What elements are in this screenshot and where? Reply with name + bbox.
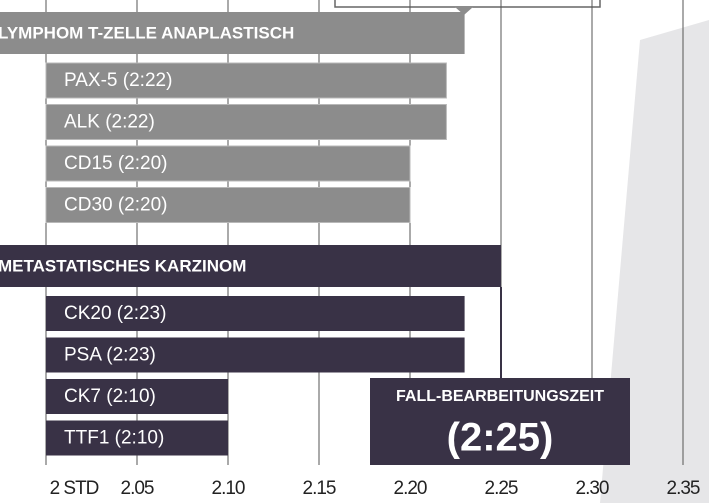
bar-label: CD15 (2:20): [64, 153, 168, 174]
bar: [46, 337, 465, 373]
group-bar: [0, 245, 501, 287]
bar-label: PAX-5 (2:22): [64, 70, 172, 91]
group-label: METASTATISCHES KARZINOM: [0, 256, 246, 275]
bar: [45, 187, 411, 223]
annotation-value: (2:25): [447, 416, 554, 460]
bar: [46, 420, 228, 456]
bar-label: CD30 (2:20): [64, 195, 168, 216]
bar-label: PSA (2:23): [64, 345, 156, 366]
bar: [46, 296, 465, 331]
x-tick-label: 2.30: [576, 478, 609, 499]
x-tick-label: 2.35: [667, 478, 700, 499]
x-tick-label: 2.05: [121, 478, 154, 499]
x-tick-label: 2.15: [303, 478, 336, 499]
bar: [45, 104, 447, 140]
group-bar: [0, 12, 465, 54]
top-pointer: [455, 7, 473, 15]
bar-label: CK7 (2:10): [64, 386, 156, 407]
bar: [45, 145, 411, 182]
bar-label: TTF1 (2:10): [64, 428, 164, 449]
annotation-box: [370, 378, 630, 465]
x-tick-label: 2.10: [212, 478, 245, 499]
group-label: LYMPHOM T-ZELLE ANAPLASTISCH: [0, 23, 294, 42]
x-tick-label: 2.25: [485, 478, 518, 499]
x-tick-label: 2 STD: [50, 478, 99, 499]
bar: [46, 379, 228, 414]
bar-label: CK20 (2:23): [64, 303, 166, 324]
bar: [45, 62, 447, 99]
annotation-label: FALL-BEARBEITUNGSZEIT: [396, 388, 604, 405]
top-box: [334, 0, 601, 8]
bar-label: ALK (2:22): [64, 112, 155, 133]
x-tick-label: 2.20: [394, 478, 427, 499]
